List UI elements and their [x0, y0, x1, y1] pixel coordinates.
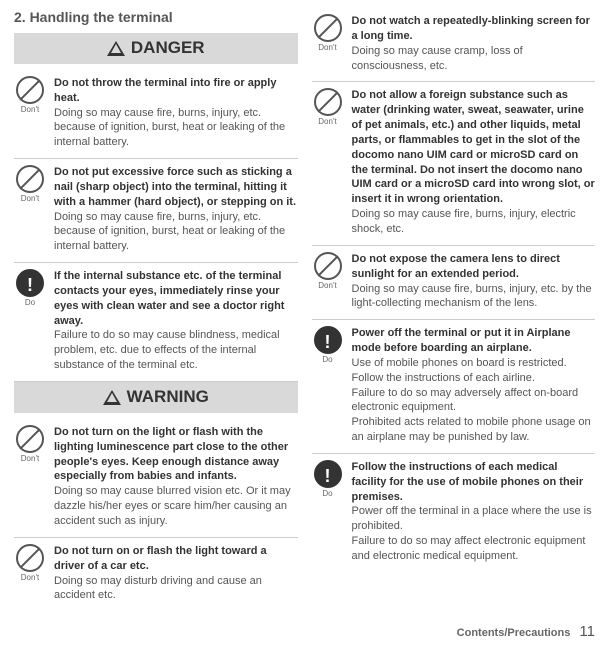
precaution-item: Don't Do not put excessive force such as … [14, 159, 298, 263]
precaution-item: Don't Do not turn on or flash the light t… [14, 538, 298, 611]
item-plain-text: Doing so may disturb driving and cause a… [54, 574, 298, 604]
prohibit-icon [314, 252, 342, 280]
left-column: 2. Handling the terminal DANGER Don't Do … [14, 8, 298, 611]
item-plain-text: Doing so may cause fire, burns, injury, … [352, 207, 596, 237]
precaution-item: Don't Do not throw the terminal into fire… [14, 70, 298, 159]
precaution-item: Do Power off the terminal or put it in Ai… [312, 320, 596, 454]
item-plain-text: Power off the terminal in a place where … [352, 504, 596, 563]
do-icon [314, 460, 342, 488]
item-bold-text: Do not throw the terminal into fire or a… [54, 76, 298, 106]
item-plain-text: Doing so may cause fire, burns, injury, … [54, 210, 298, 255]
item-bold-text: Do not allow a foreign substance such as… [352, 88, 596, 207]
prohibit-icon [16, 165, 44, 193]
precaution-item: Don't Do not allow a foreign substance su… [312, 82, 596, 245]
section-heading: 2. Handling the terminal [14, 8, 298, 27]
prohibit-icon [16, 76, 44, 104]
warning-triangle-icon [107, 41, 125, 56]
precaution-item: Don't Do not watch a repeatedly-blinking … [312, 8, 596, 82]
do-icon [314, 326, 342, 354]
icon-caption: Do [312, 489, 344, 500]
page-footer: Contents/Precautions 11 [457, 622, 595, 642]
footer-page-number: 11 [579, 623, 595, 640]
item-plain-text: Use of mobile phones on board is restric… [352, 356, 596, 445]
icon-caption: Do [312, 355, 344, 366]
item-bold-text: Do not expose the camera lens to direct … [352, 252, 596, 282]
warning-triangle-icon [103, 390, 121, 405]
warning-bar: WARNING [14, 382, 298, 413]
item-plain-text: Doing so may cause cramp, loss of consci… [352, 44, 596, 74]
prohibit-icon [16, 425, 44, 453]
item-plain-text: Doing so may cause blurred vision etc. O… [54, 484, 298, 529]
icon-caption: Don't [14, 573, 46, 584]
precaution-item: Don't Do not expose the camera lens to di… [312, 246, 596, 320]
icon-caption: Don't [14, 454, 46, 465]
item-plain-text: Doing so may cause fire, burns, injury, … [54, 106, 298, 151]
icon-caption: Don't [312, 117, 344, 128]
item-bold-text: Power off the terminal or put it in Airp… [352, 326, 596, 356]
item-bold-text: Follow the instructions of each medical … [352, 460, 596, 505]
item-bold-text: Do not turn on or flash the light toward… [54, 544, 298, 574]
item-bold-text: Do not turn on the light or flash with t… [54, 425, 298, 484]
icon-caption: Don't [312, 43, 344, 54]
precaution-item: Do If the internal substance etc. of the … [14, 263, 298, 382]
icon-caption: Don't [14, 194, 46, 205]
prohibit-icon [314, 88, 342, 116]
right-column: Don't Do not watch a repeatedly-blinking … [312, 8, 596, 611]
item-plain-text: Doing so may cause fire, burns, injury, … [352, 282, 596, 312]
footer-section: Contents/Precautions [457, 627, 571, 639]
prohibit-icon [16, 544, 44, 572]
danger-bar: DANGER [14, 33, 298, 64]
warning-label: WARNING [127, 386, 209, 409]
icon-caption: Do [14, 298, 46, 309]
item-bold-text: Do not put excessive force such as stick… [54, 165, 298, 210]
do-icon [16, 269, 44, 297]
item-bold-text: Do not watch a repeatedly-blinking scree… [352, 14, 596, 44]
precaution-item: Do Follow the instructions of each medica… [312, 454, 596, 572]
danger-label: DANGER [131, 37, 205, 60]
item-bold-text: If the internal substance etc. of the te… [54, 269, 298, 328]
item-plain-text: Failure to do so may cause blindness, me… [54, 328, 298, 373]
icon-caption: Don't [312, 281, 344, 292]
icon-caption: Don't [14, 105, 46, 116]
prohibit-icon [314, 14, 342, 42]
precaution-item: Don't Do not turn on the light or flash w… [14, 419, 298, 538]
